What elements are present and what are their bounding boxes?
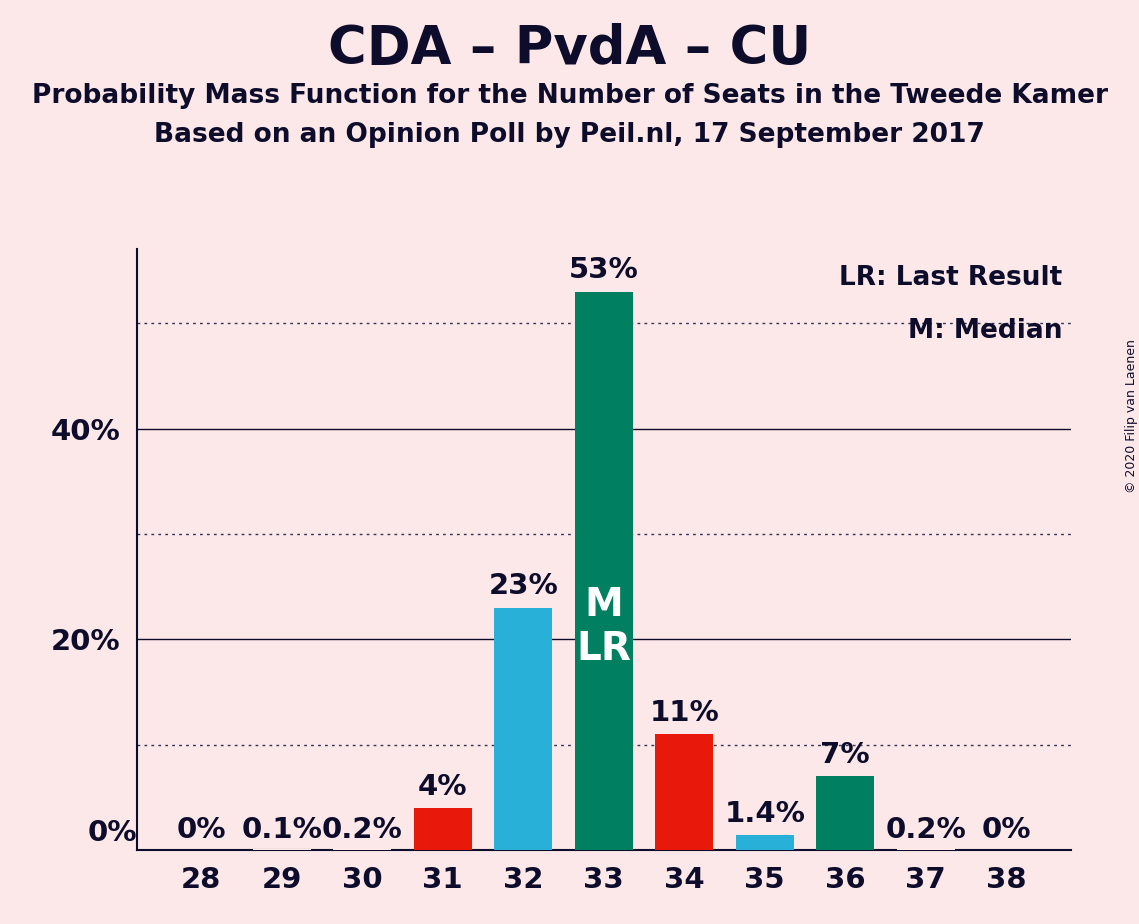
Bar (896, 848, 954, 850)
Text: M: Median: M: Median (908, 318, 1063, 344)
Text: 0.2%: 0.2% (321, 816, 402, 844)
Bar (413, 808, 472, 850)
Text: LR: Last Result: LR: Last Result (839, 265, 1063, 291)
Text: 23%: 23% (489, 572, 558, 601)
Text: 53%: 53% (568, 256, 639, 285)
Text: 0%: 0% (177, 816, 226, 844)
Bar (655, 735, 713, 850)
Bar (575, 292, 632, 850)
Text: CDA – PvdA – CU: CDA – PvdA – CU (328, 23, 811, 75)
Text: M
LR: M LR (576, 586, 631, 668)
Text: 4%: 4% (418, 772, 467, 800)
Text: 0%: 0% (982, 816, 1031, 844)
Text: © 2020 Filip van Laenen: © 2020 Filip van Laenen (1124, 339, 1138, 492)
Bar (736, 835, 794, 850)
Bar (253, 849, 311, 850)
Bar (817, 776, 875, 850)
Bar (494, 608, 552, 850)
Text: 0%: 0% (88, 819, 137, 847)
Text: 7%: 7% (820, 741, 870, 769)
Text: Based on an Opinion Poll by Peil.nl, 17 September 2017: Based on an Opinion Poll by Peil.nl, 17 … (154, 122, 985, 148)
Bar (333, 848, 391, 850)
Text: 11%: 11% (649, 699, 719, 727)
Text: 0.2%: 0.2% (885, 816, 966, 844)
Text: Probability Mass Function for the Number of Seats in the Tweede Kamer: Probability Mass Function for the Number… (32, 83, 1107, 109)
Text: 0.1%: 0.1% (241, 816, 322, 844)
Text: 1.4%: 1.4% (724, 800, 805, 828)
